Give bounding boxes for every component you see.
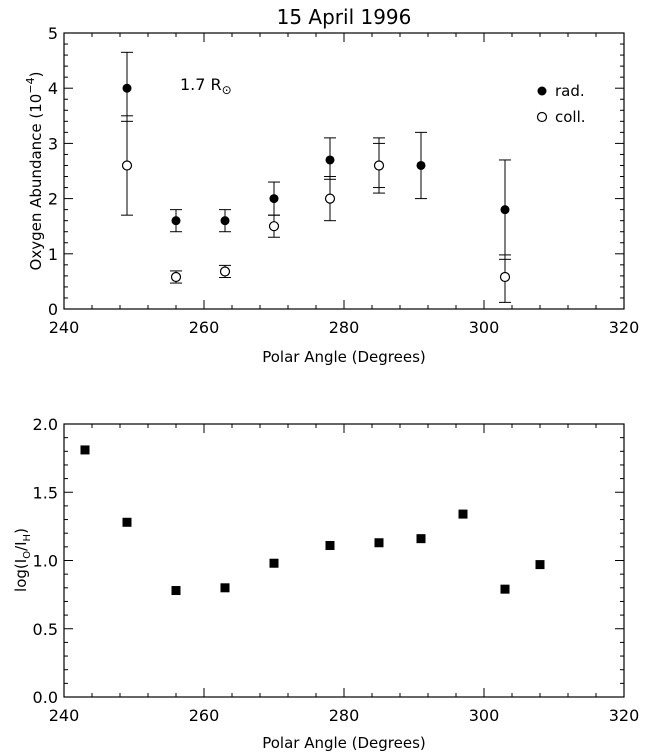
radius-annotation-text: 1.7 R (180, 75, 222, 94)
data-point (325, 540, 335, 550)
x-tick-label: 320 (609, 706, 640, 725)
data-point-rad (325, 155, 335, 165)
data-point (374, 538, 384, 548)
legend-label-rad: rad. (555, 82, 585, 100)
radius-annotation: 1.7 R⊙ (180, 75, 232, 97)
data-point-rad (416, 160, 426, 170)
y-axis-label-close: ) (27, 72, 45, 78)
x-tick-label: 240 (49, 318, 80, 337)
y-tick-label: 2 (48, 190, 58, 209)
x-tick-labels-bottom: 240 260 280 300 320 (49, 706, 640, 725)
y-label-close: ) (12, 528, 30, 534)
data-points-bottom (80, 445, 545, 596)
data-point-coll (373, 160, 385, 171)
sun-symbol: ⊙ (222, 83, 232, 97)
x-ticks-top (63, 33, 625, 309)
x-tick-label: 280 (329, 706, 360, 725)
data-point (416, 534, 426, 544)
x-axis-label-top: Polar Angle (Degrees) (262, 348, 426, 366)
x-tick-label: 280 (329, 318, 360, 337)
y-tick-labels-bottom: 0.0 0.5 1.0 1.5 2.0 (33, 415, 58, 707)
data-point (500, 584, 510, 594)
y-ticks-bottom (64, 423, 624, 698)
y-tick-label: 1.5 (33, 483, 58, 502)
data-point-coll (324, 193, 336, 204)
y-tick-label: 0 (48, 300, 58, 319)
y-tick-label: 3 (48, 134, 58, 153)
legend-marker-rad (537, 86, 547, 96)
data-point-rad (171, 216, 181, 226)
intensity-ratio-chart: 240 260 280 300 320 0.0 0.5 1.0 1.5 2.0 Polar An… (12, 415, 639, 752)
data-point (535, 560, 545, 570)
data-point (458, 509, 468, 519)
chart-title: 15 April 1996 (277, 5, 412, 29)
y-axis-label-top: Oxygen Abundance (10−4) (24, 72, 45, 271)
plot-frame-top (63, 32, 625, 310)
data-point (122, 517, 132, 527)
y-tick-label: 0.0 (33, 688, 58, 707)
y-axis-label-exponent: −4 (24, 77, 37, 93)
x-tick-label: 260 (189, 706, 220, 725)
data-point (171, 586, 181, 596)
x-tick-label: 300 (469, 318, 500, 337)
y-label-sub-o: O (22, 551, 33, 559)
data-point-coll (219, 266, 231, 277)
abundance-chart: 15 April 1996 240 260 280 300 320 0 1 2 3 4 5 Pol… (24, 5, 639, 366)
x-tick-labels-top: 240 260 280 300 320 (49, 318, 640, 337)
y-tick-label: 2.0 (33, 415, 58, 434)
y-label-sub-h: H (22, 534, 33, 542)
y-axis-label-main: Oxygen Abundance (10 (27, 94, 45, 271)
y-tick-label: 5 (48, 24, 58, 43)
data-point (269, 558, 279, 568)
x-ticks-bottom (63, 424, 625, 697)
data-point-coll (121, 160, 133, 171)
data-point-coll (268, 221, 280, 232)
data-point (220, 583, 230, 593)
y-axis-label-bottom: log(IO/IH) (12, 528, 33, 592)
data-point (80, 445, 90, 455)
data-point-rad (500, 205, 510, 215)
y-ticks-top (64, 32, 624, 310)
x-tick-label: 300 (469, 706, 500, 725)
legend-marker-coll (536, 111, 548, 123)
legend-label-coll: coll. (555, 108, 586, 126)
y-label-log: log(I (12, 559, 30, 592)
data-point-rad (220, 216, 230, 226)
legend: rad. coll. (536, 82, 586, 126)
x-axis-label-bottom: Polar Angle (Degrees) (262, 734, 426, 752)
y-tick-label: 0.5 (33, 620, 58, 639)
x-tick-label: 320 (609, 318, 640, 337)
data-points-top (121, 51, 511, 303)
y-tick-label: 1.0 (33, 552, 58, 571)
data-point-coll (499, 271, 511, 283)
y-tick-labels-top: 0 1 2 3 4 5 (48, 24, 58, 319)
y-label-slash: /I (12, 541, 30, 550)
data-point-rad (269, 194, 279, 204)
data-point-rad (122, 83, 132, 93)
x-tick-label: 240 (49, 706, 80, 725)
data-point-coll (170, 271, 182, 283)
y-tick-label: 1 (48, 245, 58, 264)
y-tick-label: 4 (48, 79, 58, 98)
x-tick-label: 260 (189, 318, 220, 337)
